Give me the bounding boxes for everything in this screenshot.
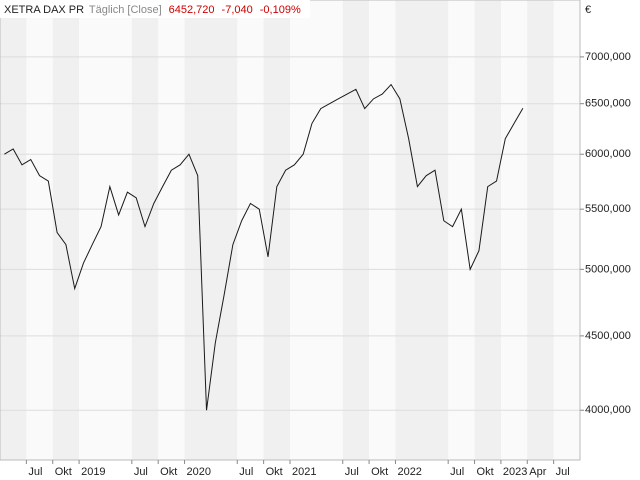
currency: € (585, 4, 591, 16)
band (395, 0, 449, 460)
y-tick-label: 7000,000 (585, 51, 631, 63)
y-tick-label: 5500,000 (585, 203, 631, 215)
band (263, 0, 290, 460)
x-tick-label: 2019 (81, 466, 105, 478)
x-tick-label: 2021 (292, 466, 316, 478)
change-pct: -0,109% (260, 4, 301, 16)
x-tick-label: Okt (477, 466, 494, 478)
band (527, 0, 554, 460)
x-tick-label: Okt (266, 466, 283, 478)
band (474, 0, 501, 460)
last-value: 6452,720 (169, 4, 215, 16)
y-tick-label: 4500,000 (585, 330, 631, 342)
header-box (0, 0, 310, 18)
x-tick-label: Jul (28, 466, 42, 478)
x-tick-label: 2023 (503, 466, 527, 478)
x-tick-label: Okt (160, 466, 177, 478)
chart-title: XETRA DAX PR Täglich [Close] 6452,720 -7,04… (4, 4, 301, 16)
x-tick-label: Jul (134, 466, 148, 478)
band (342, 0, 370, 460)
band (184, 0, 238, 460)
y-tick-label: 6500,000 (585, 98, 631, 110)
x-tick-label: Apr (529, 466, 546, 478)
band (0, 0, 27, 460)
x-tick-label: Jul (239, 466, 253, 478)
y-tick-label: 6000,000 (585, 148, 631, 160)
x-tick-label: Jul (345, 466, 359, 478)
band (131, 0, 159, 460)
x-tick-label: 2020 (187, 466, 211, 478)
price-line (4, 83, 524, 411)
x-tick-label: Jul (450, 466, 464, 478)
x-tick-label: Jul (556, 466, 570, 478)
y-tick-label: 5000,000 (585, 263, 631, 275)
x-tick-label: Okt (55, 466, 72, 478)
x-tick-label: 2022 (397, 466, 421, 478)
subtitle: Täglich [Close] (89, 4, 162, 16)
title: XETRA DAX PR (4, 4, 84, 16)
x-tick-label: Okt (371, 466, 388, 478)
change: -7,040 (222, 4, 253, 16)
y-tick-label: 4000,000 (585, 404, 631, 416)
